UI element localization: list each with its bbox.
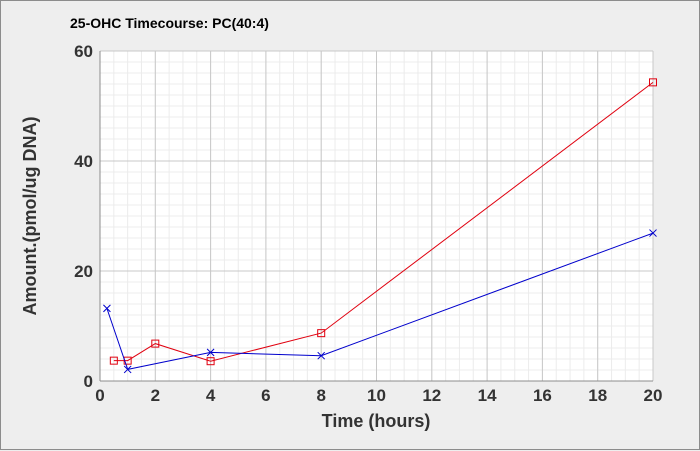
data-point <box>103 304 111 313</box>
data-point <box>123 356 132 365</box>
data-point <box>317 351 326 360</box>
y-tick-label: 60 <box>74 42 93 61</box>
x-tick-label: 18 <box>588 386 607 405</box>
data-point <box>206 348 215 357</box>
major-grid <box>99 50 654 382</box>
y-axis-label: Amount.(pmol/ug DNA) <box>20 117 40 316</box>
x-tick-label: 2 <box>151 386 160 405</box>
chart-title: 25-OHC Timecourse: PC(40:4) <box>70 15 269 31</box>
data-point <box>317 329 326 338</box>
x-tick-label: 12 <box>422 386 441 405</box>
data-point <box>109 356 118 365</box>
x-tick-label: 20 <box>644 386 663 405</box>
x-tick-label: 0 <box>95 386 104 405</box>
series-2 <box>103 229 657 374</box>
data-point <box>123 365 132 374</box>
x-tick-label: 8 <box>316 386 325 405</box>
series-line <box>113 82 654 362</box>
data-point <box>206 357 215 366</box>
x-tick-label: 14 <box>478 386 497 405</box>
x-tick-label: 6 <box>261 386 270 405</box>
data-point <box>649 229 657 237</box>
x-tick-label: 4 <box>206 386 216 405</box>
x-tick-label: 10 <box>367 386 386 405</box>
y-tick-label: 0 <box>84 372 93 391</box>
x-axis-label: Time (hours) <box>322 411 431 431</box>
series-group <box>103 78 657 374</box>
tick-labels: 0 2 4 6 8 10 12 14 16 18 20 0 20 40 60 <box>74 42 662 405</box>
y-tick-label: 40 <box>74 152 93 171</box>
axes <box>99 51 653 382</box>
x-tick-label: 16 <box>533 386 552 405</box>
series-1 <box>109 78 657 366</box>
data-point <box>151 339 160 348</box>
y-tick-label: 20 <box>74 262 93 281</box>
data-point <box>649 78 657 87</box>
